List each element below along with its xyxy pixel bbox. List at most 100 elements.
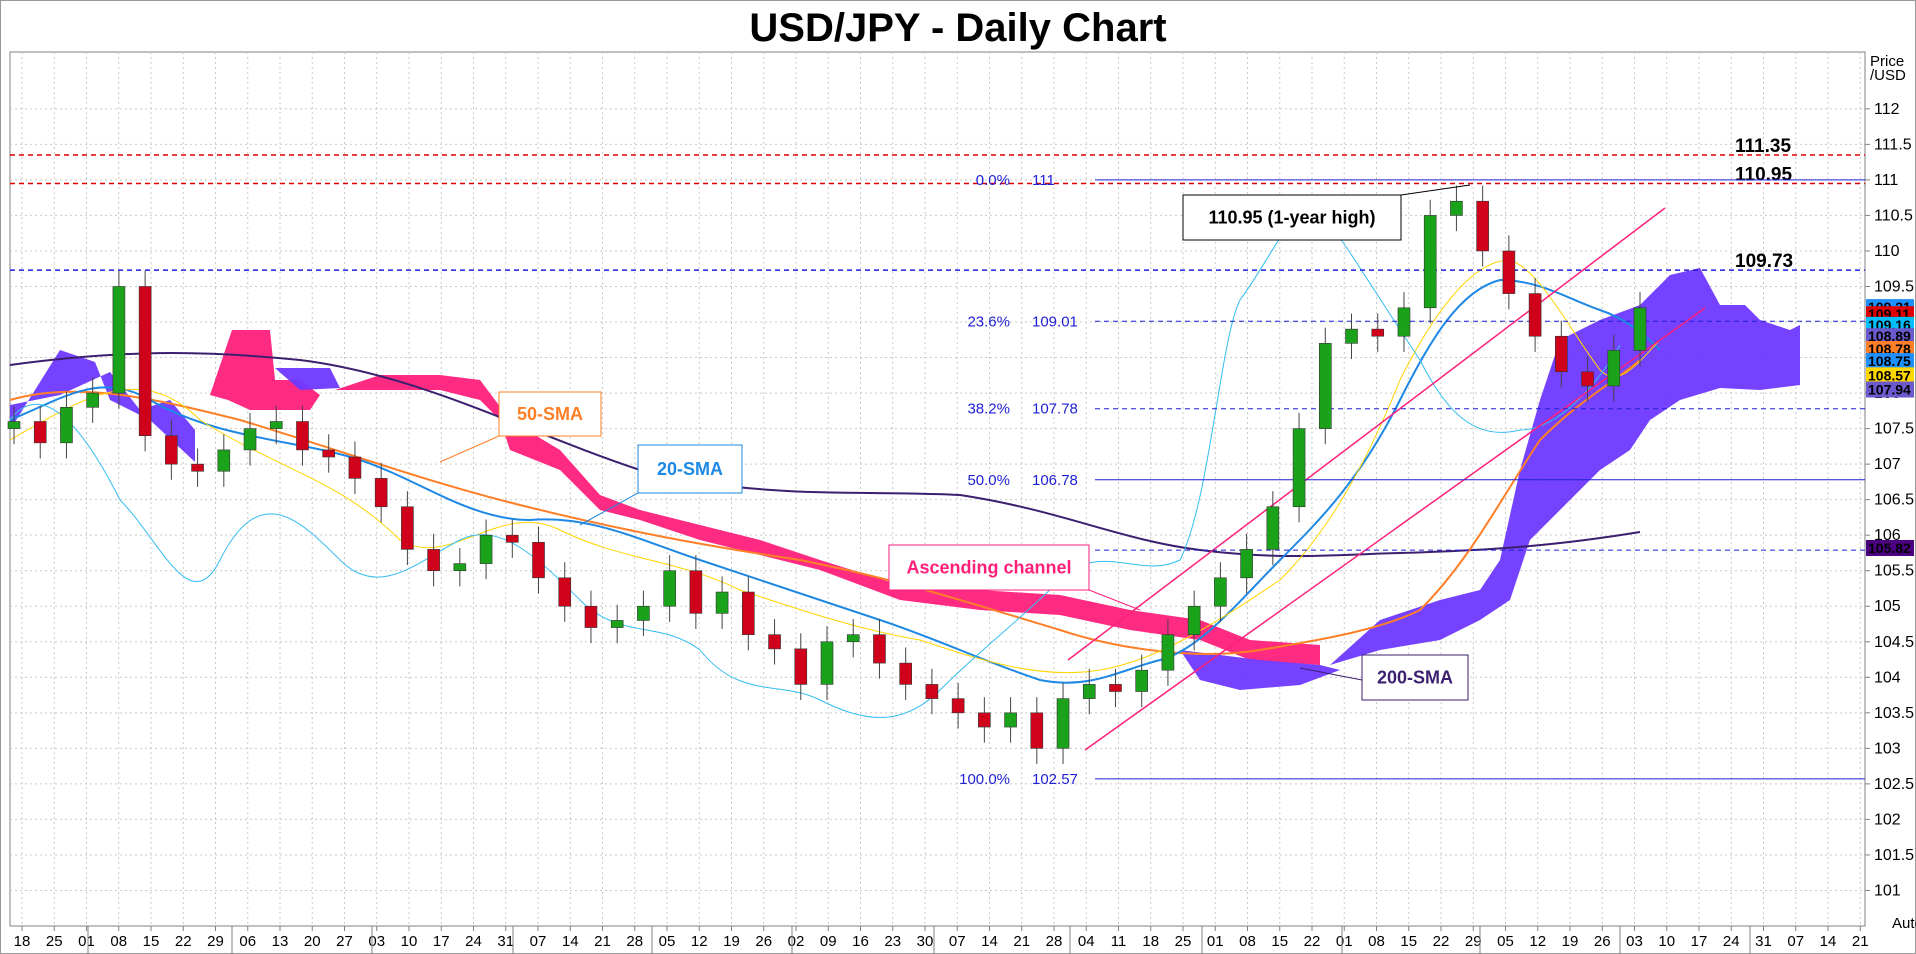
candle-body — [401, 506, 414, 550]
x-day-label: 29 — [1465, 933, 1482, 950]
x-day-label: 04 — [1078, 933, 1095, 950]
candle-body — [165, 435, 178, 465]
candle-body — [7, 421, 21, 429]
x-day-label: 01 — [1207, 933, 1224, 950]
y-tick-label: 103 — [1874, 740, 1901, 757]
y-tick-label: 101.5 — [1874, 847, 1914, 864]
annotation-one-year-high-pointer — [1400, 184, 1471, 196]
annotation-channel-box — [888, 544, 1090, 591]
y-tick-label: 109.5 — [1874, 278, 1914, 295]
candle-body — [60, 406, 73, 444]
x-day-label: 24 — [1723, 933, 1740, 950]
y-tick-label: 111.5 — [1874, 136, 1912, 153]
candle-body — [951, 698, 965, 714]
x-day-label: 10 — [401, 933, 418, 950]
candle-body — [532, 541, 545, 579]
fib-value-label: 111 — [1032, 172, 1055, 189]
cloud-segment — [210, 330, 320, 410]
candle-body — [269, 421, 283, 429]
price-tag-label: 108.78 — [1868, 341, 1911, 357]
annotation-sma20-pointer — [579, 492, 639, 526]
x-day-label: 25 — [46, 933, 63, 950]
candle-body — [873, 634, 886, 664]
price-tag — [1866, 539, 1914, 556]
candle-body — [453, 563, 467, 572]
candle-body — [1240, 549, 1253, 579]
annotation-one-year-high-box — [1182, 194, 1402, 241]
candle-body — [1607, 350, 1621, 387]
y-tick-label: 106.5 — [1874, 492, 1914, 509]
annotation-sma20-box — [637, 444, 743, 494]
candle-body — [1502, 250, 1516, 294]
annotation-sma50-label: 50-SMA — [517, 404, 583, 424]
auto-label: Auto — [1892, 915, 1916, 932]
y-tick-label: 110.5 — [1874, 207, 1913, 224]
x-day-label: 03 — [1626, 933, 1643, 950]
x-day-label: 16 — [852, 933, 869, 950]
x-day-label: 19 — [723, 933, 740, 950]
x-day-label: 12 — [691, 933, 708, 950]
candle-body — [1450, 200, 1463, 216]
candle-body — [1581, 371, 1594, 387]
x-day-label: 27 — [336, 933, 353, 950]
candle-body — [191, 463, 204, 472]
x-day-label: 09 — [820, 933, 837, 950]
fib-value-label: 106.78 — [1032, 472, 1078, 489]
price-axis-label: Price — [1870, 53, 1904, 70]
candle-body — [1633, 307, 1647, 351]
x-day-label: 01 — [1336, 933, 1353, 950]
candle-body — [1292, 428, 1306, 508]
x-day-label: 05 — [1497, 933, 1514, 950]
annotation-channel-label: Ascending channel — [906, 558, 1071, 578]
annotation-sma50-box — [498, 391, 602, 437]
candle-body — [1423, 215, 1437, 309]
candle-body — [1082, 684, 1096, 699]
candle-body — [1266, 506, 1280, 550]
candle-body — [86, 392, 99, 408]
x-day-label: 14 — [562, 933, 579, 950]
chikou-line — [9, 206, 1621, 718]
x-day-label: 13 — [272, 933, 289, 950]
x-day-label: 17 — [433, 933, 450, 950]
candle-body — [846, 634, 860, 643]
ichimoku-cloud — [10, 268, 1800, 690]
x-day-label: 25 — [1175, 933, 1192, 950]
x-day-label: 02 — [788, 933, 805, 950]
candle-body — [479, 534, 493, 564]
resistance-label: 109.73 — [1735, 251, 1793, 272]
x-day-label: 26 — [755, 933, 772, 950]
cloud-segment — [275, 368, 340, 390]
candle-body — [322, 449, 336, 458]
candle-body — [1318, 343, 1332, 429]
candle-body — [1056, 698, 1070, 749]
candle-body — [925, 684, 939, 699]
annotation-sma20-label: 20-SMA — [657, 459, 723, 479]
candle-body — [899, 662, 912, 685]
candle-body — [427, 549, 440, 572]
x-day-label: 18 — [14, 933, 31, 950]
cloud-segment — [1330, 268, 1800, 665]
candle-body — [1345, 328, 1358, 344]
candle-body — [1135, 669, 1149, 692]
x-day-label: 05 — [659, 933, 676, 950]
candle-body — [33, 421, 47, 444]
x-day-label: 07 — [949, 933, 966, 950]
y-tick-label: 102 — [1874, 811, 1901, 828]
annotation-one-year-high-label: 110.95 (1-year high) — [1208, 208, 1375, 228]
x-day-label: 26 — [1594, 933, 1611, 950]
candle-body — [558, 577, 572, 607]
x-day-label: 23 — [884, 933, 901, 950]
candle-body — [742, 591, 755, 635]
candle-body — [1555, 335, 1568, 373]
candle-body — [1030, 712, 1044, 749]
x-day-label: 22 — [175, 933, 192, 950]
x-day-label: 15 — [1400, 933, 1417, 950]
chart-title: USD/JPY - Daily Chart — [749, 6, 1167, 50]
y-tick-label: 104 — [1874, 669, 1901, 686]
fib-percent-label: 50.0% — [967, 472, 1010, 489]
candle-body — [637, 605, 650, 621]
annotation-sma200-box — [1361, 654, 1469, 701]
x-day-label: 03 — [368, 933, 385, 950]
price-tag — [1866, 367, 1914, 384]
candle-body — [243, 428, 257, 451]
